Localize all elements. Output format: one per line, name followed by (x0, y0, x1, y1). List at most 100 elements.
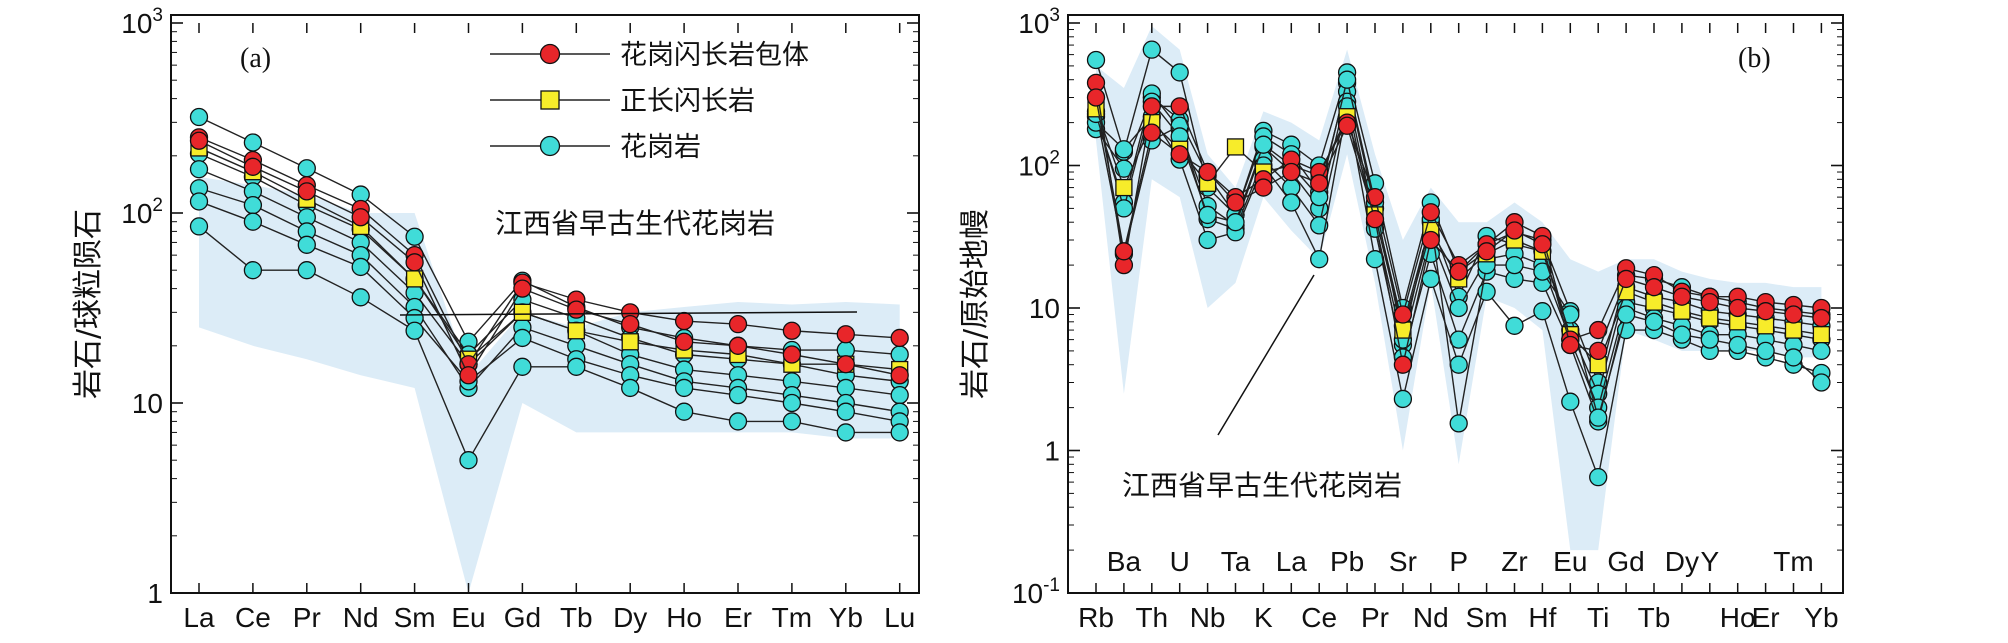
data-point (243, 261, 263, 280)
legend-label: 正长闪长岩 (620, 86, 755, 117)
panel-b-series-group (1086, 40, 1831, 487)
data-point (1142, 123, 1161, 142)
data-point (567, 322, 585, 340)
data-point (1533, 262, 1552, 281)
x-tick-label-yb: Yb (1804, 602, 1838, 633)
data-point (513, 303, 532, 321)
data-point (1198, 162, 1217, 182)
panel-a-annotation-leader (399, 311, 858, 316)
x-tick-label-yb: Yb (829, 602, 863, 633)
data-point (1142, 97, 1161, 116)
data-point (782, 321, 802, 340)
legend-label: 花岗闪长岩包体 (620, 40, 809, 71)
x-tick-label-tm: Tm (772, 602, 812, 633)
data-point (1114, 199, 1134, 218)
x-tick-label-rb: Rb (1078, 602, 1114, 633)
data-point (1589, 468, 1608, 487)
data-point (1645, 293, 1663, 311)
data-point (1198, 205, 1217, 225)
y-tick-label: 10 (1029, 293, 1060, 324)
y-tick-label: 10-1 (1012, 575, 1060, 609)
y-tick-label: 1 (1044, 436, 1060, 467)
x-tick-label-tb: Tb (1638, 602, 1671, 633)
data-point (1365, 187, 1385, 207)
data-point (1644, 278, 1664, 297)
panel-b-annotation-leader (1217, 274, 1315, 436)
series-2 (189, 131, 909, 385)
x-tick-label-sm: Sm (394, 602, 436, 633)
data-point (782, 393, 802, 413)
data-point (1365, 210, 1385, 229)
x-tick-label-k: K (1254, 602, 1273, 633)
data-point (1310, 250, 1329, 269)
data-point (1114, 242, 1134, 261)
data-point (351, 288, 370, 307)
x-tick-label-la: La (183, 602, 215, 633)
x-tick-label-lu: Lu (884, 602, 915, 633)
data-point (459, 451, 478, 470)
data-point (836, 325, 855, 344)
data-point (890, 328, 909, 348)
data-point (1393, 305, 1413, 324)
legend-item-2: 正长闪长岩 (490, 86, 755, 117)
x-tick-label-er: Er (724, 602, 752, 633)
x-tick-label-ta: Ta (1221, 546, 1251, 577)
data-point (1310, 174, 1329, 193)
data-point (1700, 330, 1719, 349)
x-tick-label-gd: Gd (504, 602, 541, 633)
data-point (674, 332, 694, 351)
x-tick-label-sr: Sr (1389, 546, 1417, 577)
data-point (1589, 408, 1608, 427)
legend-circle-marker (539, 43, 561, 65)
panel-a-field-annotation: 江西省早古生代花岗岩 (495, 207, 775, 240)
data-point (459, 366, 478, 385)
data-point (1449, 298, 1468, 318)
data-point (1170, 145, 1189, 164)
x-tick-label-er: Er (1752, 602, 1780, 633)
data-point (1561, 392, 1580, 411)
data-point (1756, 341, 1775, 361)
data-point (1449, 355, 1468, 374)
data-point (782, 412, 802, 431)
legend-label: 花岗岩 (620, 132, 701, 163)
data-point (836, 355, 855, 374)
data-point (1812, 308, 1831, 328)
panel-a-letter: (a) (240, 43, 271, 74)
data-point (1337, 116, 1357, 135)
data-point (1533, 302, 1552, 321)
data-point (1337, 70, 1357, 89)
data-point (1812, 341, 1831, 361)
x-tick-label-y: Y (1700, 546, 1719, 577)
data-point (1421, 230, 1440, 250)
data-point (1700, 292, 1719, 312)
x-tick-label-nd: Nd (1413, 602, 1449, 633)
x-tick-label-ce: Ce (1301, 602, 1337, 633)
data-point (1115, 178, 1133, 197)
data-point (1728, 335, 1747, 355)
data-point (1226, 193, 1245, 212)
data-point (728, 336, 748, 355)
panel-b-frame (1067, 14, 1844, 594)
panel-b-letter: (b) (1738, 43, 1771, 74)
data-point (1170, 63, 1189, 82)
data-point (890, 423, 909, 442)
x-tick-label-ce: Ce (235, 602, 271, 633)
data-point (351, 257, 370, 277)
data-point (728, 412, 748, 431)
data-point (351, 208, 370, 227)
legend-square-marker (540, 90, 560, 110)
data-point (1393, 389, 1413, 409)
x-tick-label-pr: Pr (1361, 602, 1389, 633)
data-point (297, 159, 316, 178)
data-point (621, 315, 640, 334)
data-point (836, 402, 855, 421)
data-point (1449, 414, 1468, 433)
data-point (297, 182, 316, 201)
x-tick-label-dy: Dy (613, 602, 647, 633)
data-point (1282, 193, 1301, 212)
data-point (782, 345, 802, 364)
data-point (728, 385, 748, 405)
data-point (1254, 178, 1273, 197)
